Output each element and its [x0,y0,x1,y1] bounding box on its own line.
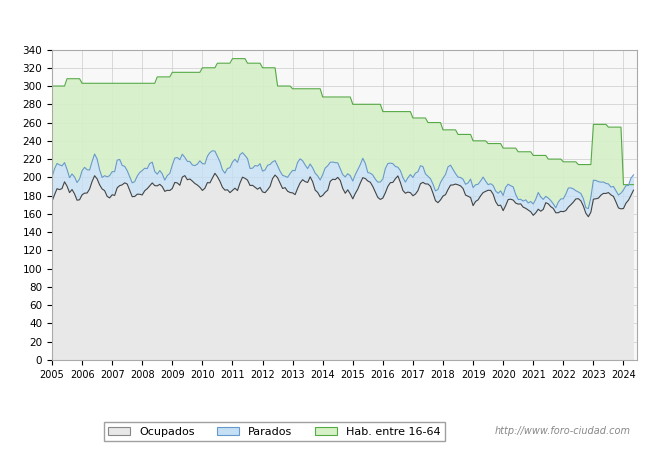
Text: Montmajor - Evolucion de la poblacion en edad de Trabajar Mayo de 2024: Montmajor - Evolucion de la poblacion en… [62,17,588,30]
Legend: Ocupados, Parados, Hab. entre 16-64: Ocupados, Parados, Hab. entre 16-64 [104,423,445,441]
Text: http://www.foro-ciudad.com: http://www.foro-ciudad.com [495,427,630,436]
